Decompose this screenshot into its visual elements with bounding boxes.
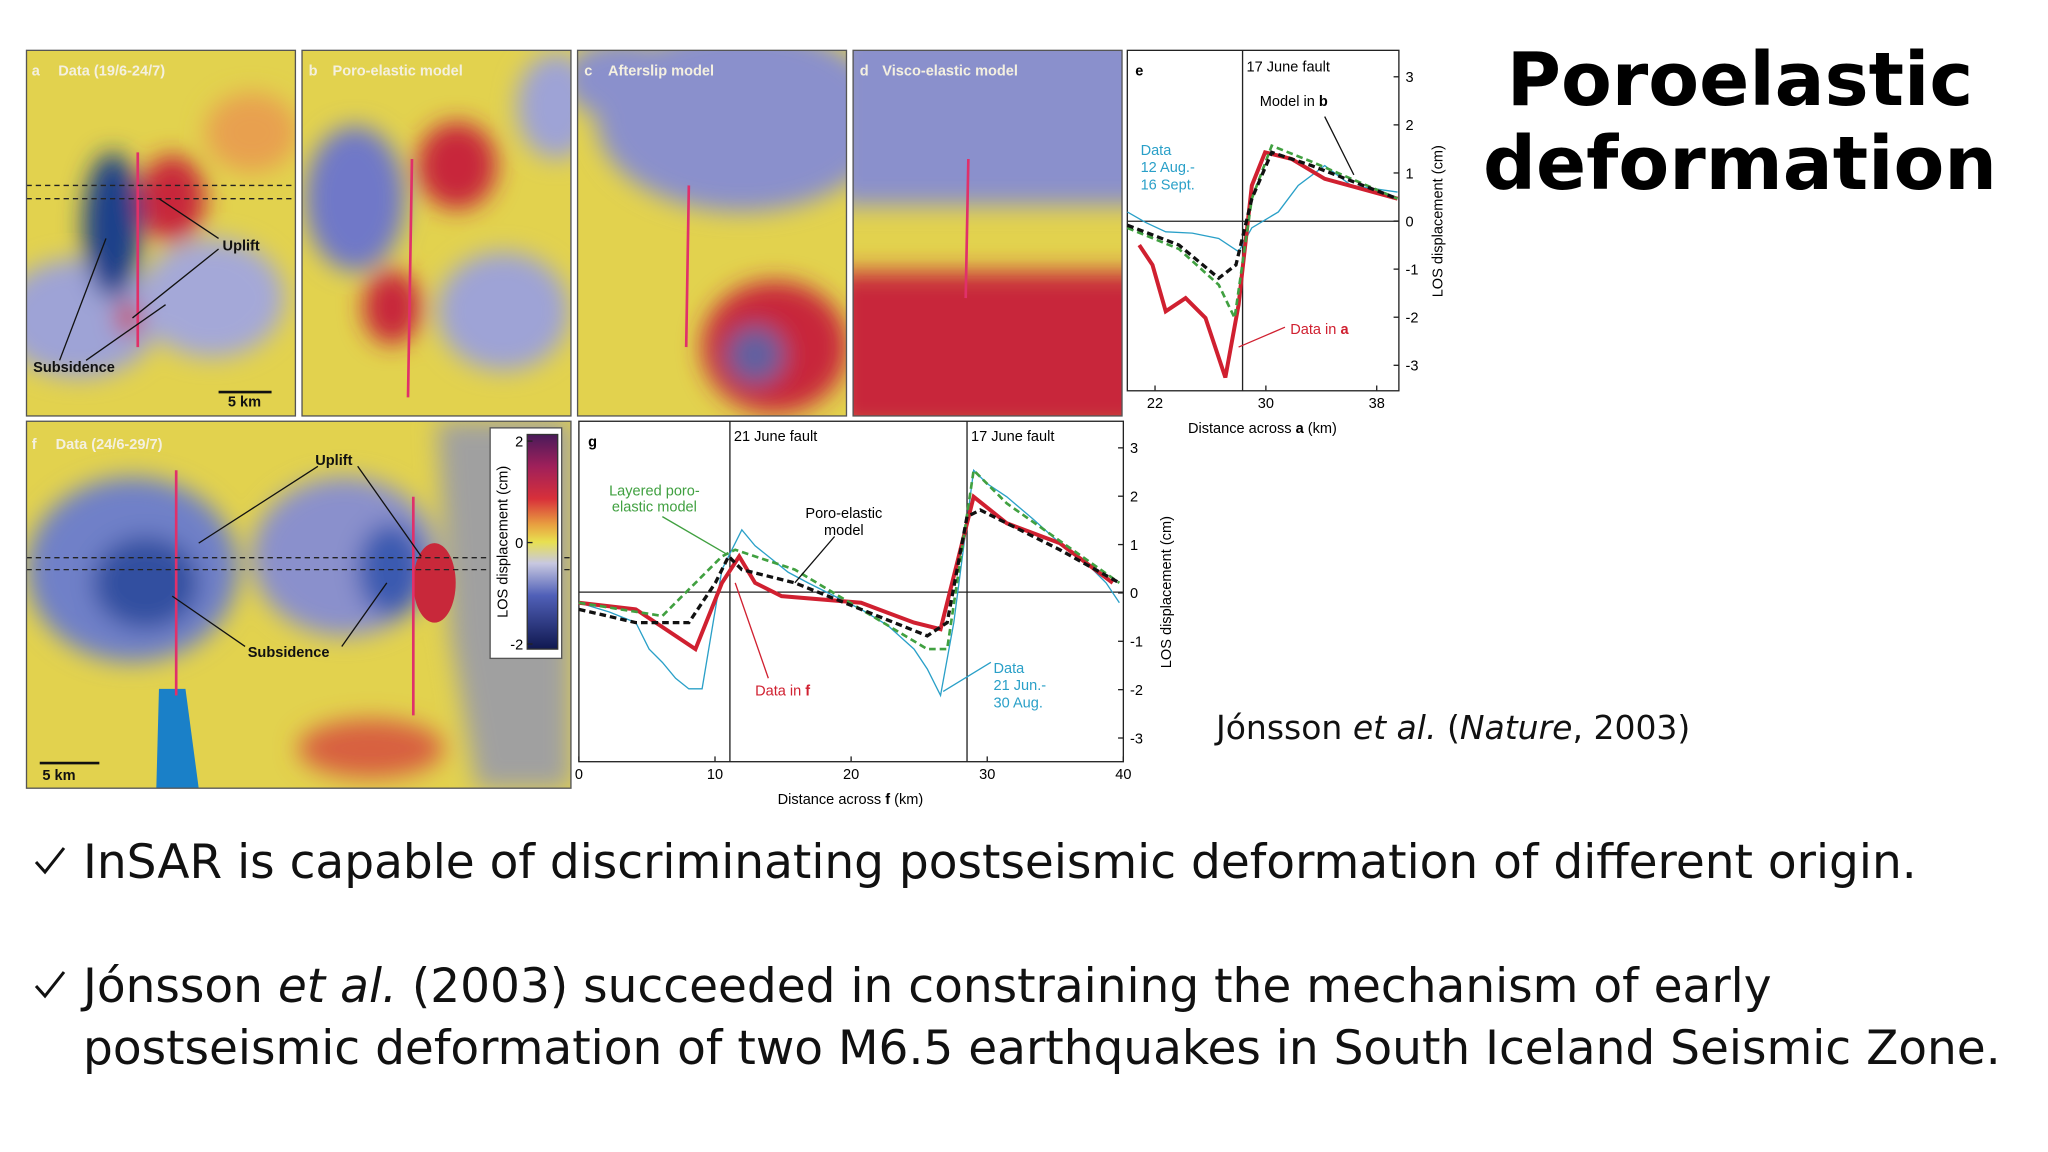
y-tick-label: 2 bbox=[1406, 118, 1414, 134]
y-tick-label: -2 bbox=[1406, 311, 1419, 327]
panel-title: Visco-elastic model bbox=[882, 64, 1018, 80]
map-c bbox=[577, 50, 847, 416]
annotation: Model in b bbox=[1260, 94, 1328, 110]
bullet: Jónsson et al. (2003) succeeded in const… bbox=[34, 956, 2003, 1080]
figure-body: a Data (19/6-24/7) Uplift Subsidence 5 k… bbox=[25, 49, 1447, 808]
panel-label: g bbox=[588, 434, 597, 450]
panel-label: e bbox=[1135, 64, 1143, 80]
pointer bbox=[1324, 116, 1355, 176]
curve-model bbox=[1126, 150, 1399, 281]
y-tick-label: -3 bbox=[1130, 731, 1143, 747]
annotation: 17 June fault bbox=[971, 429, 1054, 445]
bullet-text: et al. bbox=[277, 959, 397, 1014]
map-b bbox=[302, 50, 571, 416]
map-a bbox=[26, 50, 296, 416]
y-tick-label: -1 bbox=[1406, 262, 1419, 278]
panel-label: b bbox=[309, 64, 318, 80]
annotation: Poro-elastic model bbox=[805, 506, 882, 539]
annotation: 21 June fault bbox=[734, 429, 817, 445]
panel-label: f bbox=[32, 437, 37, 453]
y-tick-label: 1 bbox=[1130, 538, 1138, 554]
pointer bbox=[662, 516, 727, 555]
x-tick-label: 30 bbox=[1258, 396, 1274, 412]
map-f bbox=[26, 421, 571, 789]
annotation: Data in a bbox=[1290, 322, 1349, 338]
x-tick-label: 20 bbox=[843, 767, 859, 783]
panel-label: a bbox=[32, 64, 41, 80]
y-tick-label: 0 bbox=[1406, 214, 1414, 230]
journal: Nature bbox=[1459, 708, 1573, 747]
bullet-text: InSAR is capable of discriminating posts… bbox=[83, 835, 1917, 890]
checkmark bbox=[34, 847, 66, 875]
y-tick-label: -3 bbox=[1406, 359, 1419, 375]
annotation: Uplift bbox=[315, 453, 352, 469]
panel-title: Poro-elastic model bbox=[332, 64, 462, 80]
colorbar-tick-label: 0 bbox=[515, 536, 523, 552]
annotation: 17 June fault bbox=[1247, 60, 1330, 76]
text: ( bbox=[1436, 708, 1460, 747]
colorbar-tick-label: 2 bbox=[515, 434, 523, 450]
annotation: Subsidence bbox=[33, 360, 115, 376]
scale-label: 5 km bbox=[228, 395, 261, 411]
y-tick-label: -1 bbox=[1130, 635, 1143, 651]
panel-label: d bbox=[860, 64, 869, 80]
checkmark bbox=[34, 971, 66, 999]
pointer bbox=[734, 582, 769, 679]
y-axis-label: LOS displacement (cm) bbox=[1159, 516, 1175, 668]
x-tick-label: 38 bbox=[1369, 396, 1385, 412]
panel-title: Data (19/6-24/7) bbox=[58, 64, 165, 80]
curve-data-a bbox=[1137, 149, 1399, 379]
et-al: et al. bbox=[1352, 708, 1437, 747]
pointer bbox=[1238, 326, 1286, 348]
annotation: Data in f bbox=[755, 683, 810, 699]
year: , 2003) bbox=[1572, 708, 1691, 747]
x-tick-label: 10 bbox=[707, 767, 723, 783]
scale-label: 5 km bbox=[42, 768, 75, 784]
curve-layered bbox=[1126, 143, 1399, 323]
y-tick-label: 2 bbox=[1130, 490, 1138, 506]
annotation: Layered poro-elastic model bbox=[609, 483, 700, 515]
pointer bbox=[794, 536, 836, 584]
citation: Jónsson et al. (Nature, 2003) bbox=[1216, 708, 1690, 747]
panel-title: Data (24/6-29/7) bbox=[56, 437, 163, 453]
x-tick-label: 22 bbox=[1147, 396, 1163, 412]
colorbar-tick-label: -2 bbox=[510, 637, 523, 653]
colorbar bbox=[526, 433, 559, 650]
curve-data bbox=[578, 468, 1120, 698]
bullet-text: Jónsson bbox=[83, 959, 278, 1014]
y-tick-label: -2 bbox=[1130, 683, 1143, 699]
colorbar-label: LOS displacement (cm) bbox=[495, 466, 511, 618]
x-tick-label: 30 bbox=[979, 767, 995, 783]
author: Jónsson bbox=[1216, 708, 1353, 747]
pointer bbox=[942, 661, 992, 693]
y-tick-label: 3 bbox=[1406, 70, 1414, 86]
annotation: Data 12 Aug.-16 Sept. bbox=[1141, 143, 1195, 193]
annotation: Uplift bbox=[223, 238, 260, 254]
x-axis-label: Distance across a (km) bbox=[1188, 421, 1337, 437]
bullet-text: (2003) succeeded in constraining the mec… bbox=[83, 959, 2001, 1076]
x-axis-label: Distance across f (km) bbox=[778, 792, 924, 808]
x-tick-label: 40 bbox=[1115, 767, 1131, 783]
panel-title: Afterslip model bbox=[608, 64, 714, 80]
slide-title: Poroelastic deformation bbox=[1483, 37, 1997, 207]
annotation: Subsidence bbox=[248, 645, 330, 661]
panel-label: c bbox=[584, 64, 592, 80]
curve-model bbox=[578, 508, 1121, 638]
annotation: Data 21 Jun.-30 Aug. bbox=[994, 661, 1047, 711]
y-axis-label: LOS displacement (cm) bbox=[1431, 145, 1447, 297]
y-tick-label: 1 bbox=[1406, 166, 1414, 182]
y-tick-label: 0 bbox=[1130, 586, 1138, 602]
bullet: InSAR is capable of discriminating posts… bbox=[34, 832, 2003, 894]
map-d bbox=[853, 50, 1123, 416]
y-tick-label: 3 bbox=[1130, 441, 1138, 457]
x-tick-label: 0 bbox=[575, 767, 583, 783]
